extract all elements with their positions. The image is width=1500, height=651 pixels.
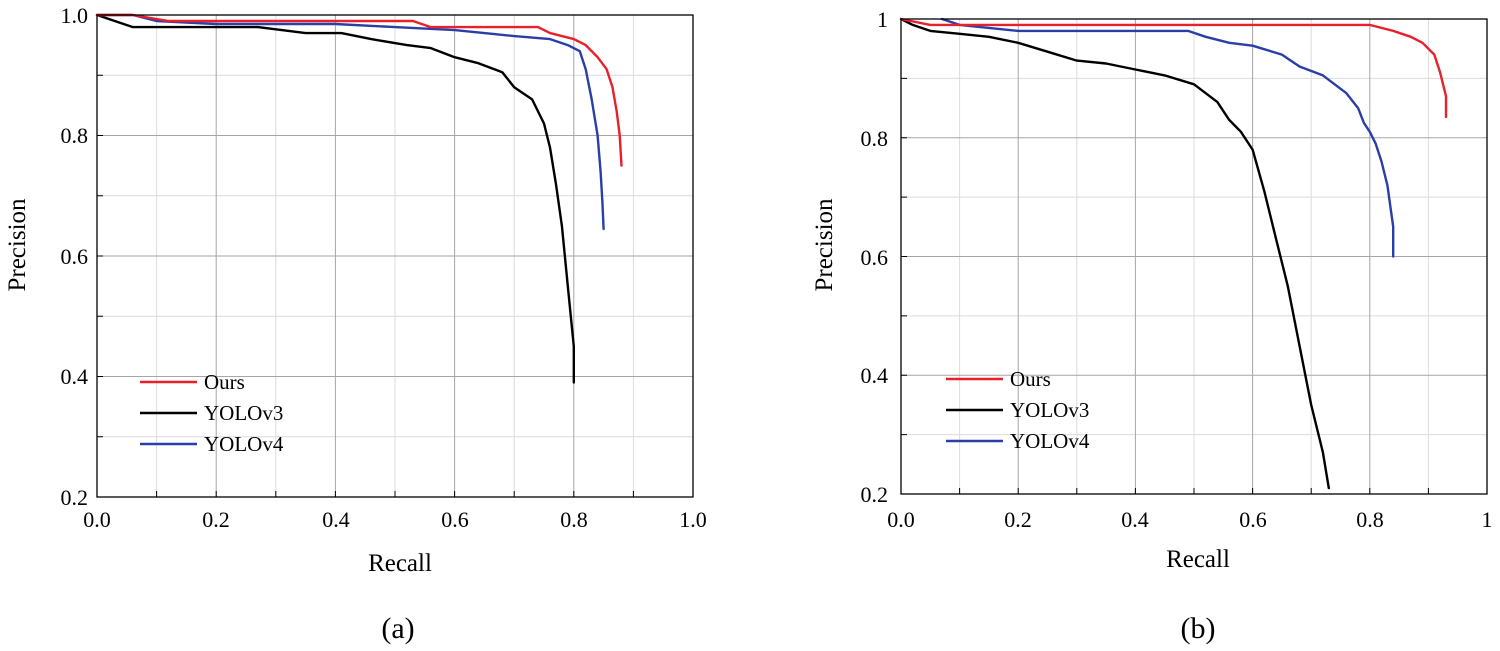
chart-a-legend-label-ours: Ours bbox=[204, 370, 245, 394]
chart-a-x-axis-title: Recall bbox=[368, 550, 432, 577]
chart-b-xtick-label: 0.4 bbox=[1121, 507, 1149, 532]
chart-a-plot-frame bbox=[96, 14, 694, 498]
chart-a-grid bbox=[96, 14, 694, 498]
chart-b-ytick-label: 1 bbox=[877, 7, 888, 32]
chart-a-ytick-label: 0.2 bbox=[61, 485, 89, 510]
chart-a-series bbox=[95, 13, 623, 384]
chart-b-ytick-label: 0.8 bbox=[861, 126, 889, 151]
chart-b-legend: Ours YOLOv3 YOLOv4 bbox=[946, 367, 1090, 453]
chart-a-ytick-label: 0.8 bbox=[61, 123, 89, 148]
chart-b-series bbox=[899, 17, 1448, 490]
chart-a-y-axis-title: Precision bbox=[4, 198, 31, 292]
chart-b-series-line-yolov4 bbox=[940, 17, 1395, 258]
chart-b-xtick-label: 1 bbox=[1482, 507, 1493, 532]
chart-b-ytick-label: 0.2 bbox=[861, 482, 889, 507]
chart-a-xtick-label: 0.4 bbox=[322, 507, 350, 532]
chart-b-series-line-yolov3 bbox=[899, 17, 1330, 490]
chart-b-y-axis-title: Precision bbox=[811, 198, 838, 292]
chart-a-ytick-label: 0.6 bbox=[61, 244, 89, 269]
chart-a-series-line-yolov3 bbox=[95, 13, 575, 384]
chart-a: 1.0 0.8 0.6 0.4 0.2 0.0 0.2 0.4 0.6 0.8 … bbox=[4, 3, 707, 645]
chart-a-ytick-label: 0.4 bbox=[61, 364, 89, 389]
chart-b-legend-label-yolov3: YOLOv3 bbox=[1010, 398, 1089, 422]
chart-b-plot-frame bbox=[900, 18, 1488, 495]
chart-b-xtick-label: 0.8 bbox=[1356, 507, 1384, 532]
chart-b-ytick-label: 0.4 bbox=[861, 363, 889, 388]
chart-a-xtick-label: 0.0 bbox=[83, 507, 111, 532]
chart-b-legend-label-ours: Ours bbox=[1010, 367, 1051, 391]
chart-a-legend: Ours YOLOv3 YOLOv4 bbox=[140, 370, 284, 456]
chart-b-series-line-ours bbox=[899, 17, 1448, 119]
chart-b-xtick-label: 0.0 bbox=[887, 507, 915, 532]
chart-a-series-line-ours bbox=[95, 13, 623, 167]
chart-b-legend-label-yolov4: YOLOv4 bbox=[1010, 429, 1090, 453]
chart-a-series-line-yolov4 bbox=[95, 13, 605, 231]
chart-a-xtick-label: 0.6 bbox=[441, 507, 469, 532]
chart-a-ytick-label: 1.0 bbox=[61, 3, 89, 28]
chart-b-xtick-label: 0.6 bbox=[1239, 507, 1267, 532]
chart-b-grid bbox=[900, 18, 1488, 495]
chart-b-ytick-label: 0.6 bbox=[861, 245, 889, 270]
chart-b-xtick-label: 0.2 bbox=[1004, 507, 1032, 532]
chart-a-xtick-label: 0.2 bbox=[202, 507, 230, 532]
chart-b-panel-label: (b) bbox=[1181, 612, 1216, 645]
chart-b-x-axis-title: Recall bbox=[1166, 546, 1230, 573]
chart-a-legend-label-yolov3: YOLOv3 bbox=[204, 401, 283, 425]
chart-a-xtick-label: 1.0 bbox=[679, 507, 707, 532]
chart-a-panel-label: (a) bbox=[381, 612, 414, 645]
chart-a-legend-label-yolov4: YOLOv4 bbox=[204, 432, 284, 456]
chart-a-xtick-label: 0.8 bbox=[560, 507, 588, 532]
chart-b: 1 0.8 0.6 0.4 0.2 0.0 0.2 0.4 0.6 0.8 1 … bbox=[811, 7, 1493, 645]
